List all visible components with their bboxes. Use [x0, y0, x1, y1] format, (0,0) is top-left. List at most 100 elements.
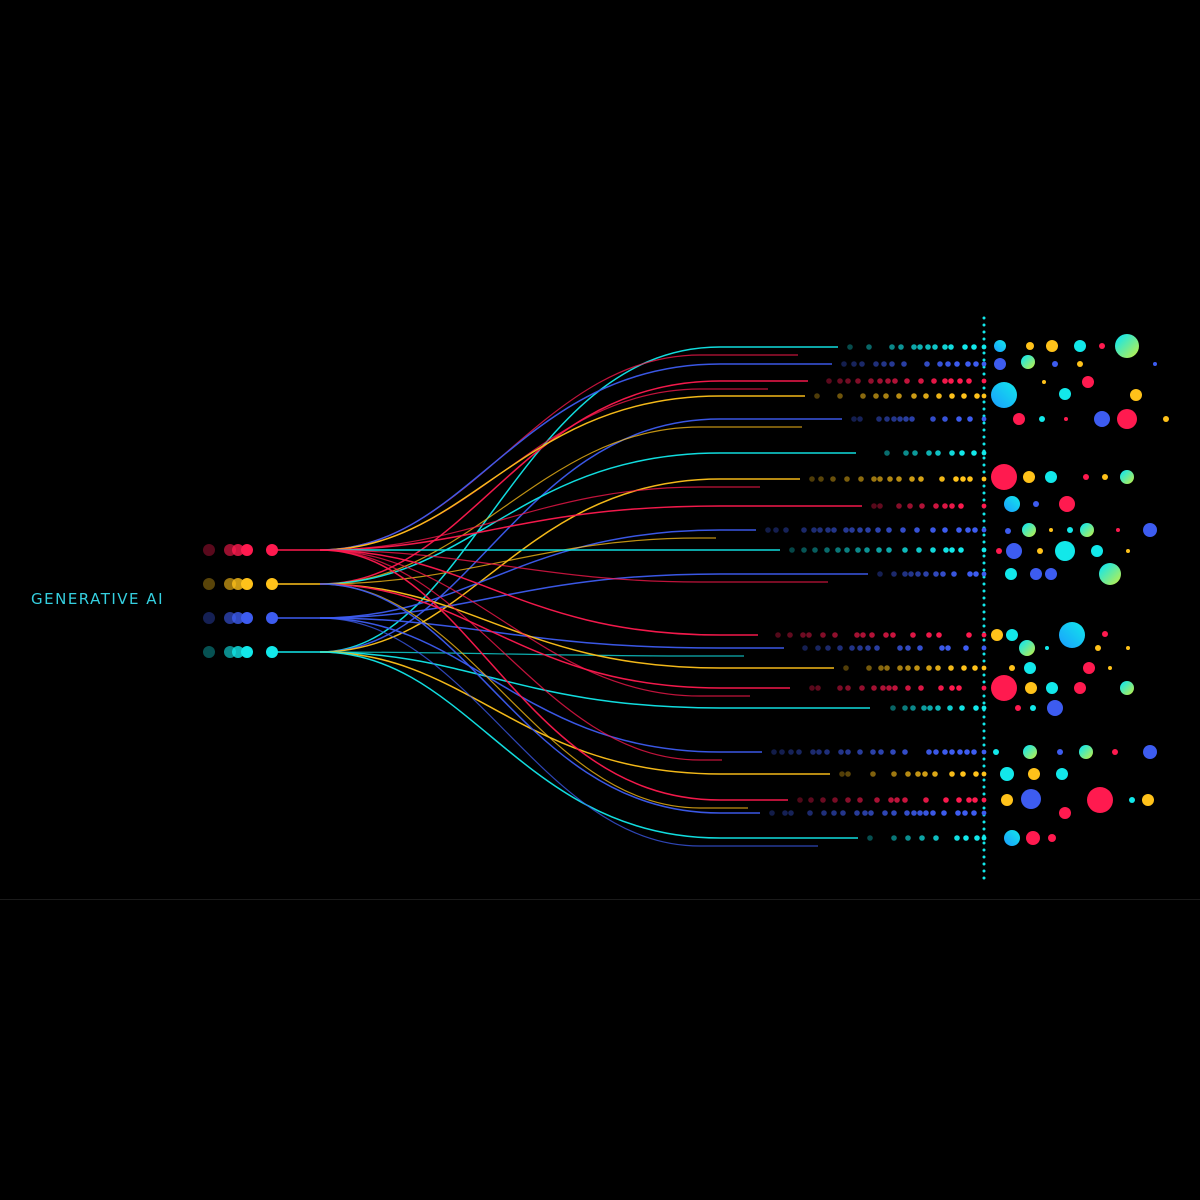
trail-dot [857, 749, 863, 755]
output-bubble [1021, 355, 1035, 369]
trail-dot [876, 547, 882, 553]
output-bubble [1001, 794, 1013, 806]
trail-dot [960, 476, 966, 482]
input-node-mid [232, 578, 244, 590]
trail-dot [845, 685, 851, 691]
trail-dot [802, 645, 808, 651]
trail-dot [963, 645, 969, 651]
trail-dot [949, 450, 955, 456]
trail-dot [877, 378, 883, 384]
trail-dot [883, 632, 889, 638]
output-bubble [1049, 528, 1053, 532]
output-bubble [991, 675, 1017, 701]
divider-dot [982, 855, 986, 859]
trail-dot [962, 810, 968, 816]
divider-dot [982, 351, 986, 355]
trail-dot [812, 547, 818, 553]
trail-dot [954, 835, 960, 841]
divider-dot [982, 659, 986, 663]
output-bubble [1045, 568, 1057, 580]
trail-dot [796, 749, 802, 755]
divider-dot [982, 841, 986, 845]
trail-dot [926, 749, 932, 755]
divider-dot [982, 512, 986, 516]
trail-dot [818, 476, 824, 482]
trail-dot [964, 749, 970, 755]
output-bubble [1033, 501, 1039, 507]
connection-curve [319, 617, 818, 847]
trail-dot [881, 361, 887, 367]
connection-curve [319, 651, 744, 657]
trail-dot [808, 797, 814, 803]
divider-dot [982, 582, 986, 586]
output-bubble [1006, 629, 1018, 641]
trail-dot [933, 835, 939, 841]
trail-dot [936, 393, 942, 399]
trail-dot [958, 503, 964, 509]
trail-dot [932, 771, 938, 777]
divider-node [981, 665, 987, 671]
trail-dot [959, 705, 965, 711]
output-bubble [1142, 794, 1154, 806]
trail-dot [858, 476, 864, 482]
trail-dot [905, 645, 911, 651]
trail-dot [948, 378, 954, 384]
trail-dot [951, 571, 957, 577]
trail-dot [916, 547, 922, 553]
output-bubble [1099, 343, 1105, 349]
output-bubble [1116, 528, 1120, 532]
trail-dot [967, 476, 973, 482]
divider-dot [982, 337, 986, 341]
trail-dot [898, 344, 904, 350]
divider-dot [982, 820, 986, 824]
trail-dot [878, 749, 884, 755]
divider-dot [982, 862, 986, 866]
trail-dot [837, 645, 843, 651]
output-bubble [1059, 388, 1071, 400]
input-node-bright [241, 612, 253, 624]
trail-dot [917, 344, 923, 350]
connection-curve [319, 549, 750, 697]
trail-dot [773, 527, 779, 533]
trail-dot [942, 503, 948, 509]
divider-node [981, 797, 987, 803]
trail-dot [866, 665, 872, 671]
trail-dot [905, 685, 911, 691]
divider-dot [982, 428, 986, 432]
divider-dot [982, 358, 986, 362]
trail-dot [890, 632, 896, 638]
output-bubble [1083, 662, 1095, 674]
output-bubble [1005, 568, 1017, 580]
trail-dot [897, 665, 903, 671]
trail-dot [775, 632, 781, 638]
trail-dot [820, 797, 826, 803]
trail-dot [884, 450, 890, 456]
output-bubble [1039, 416, 1045, 422]
output-bubble [1000, 767, 1014, 781]
output-bubble [1021, 789, 1041, 809]
trail-dot [870, 749, 876, 755]
trail-dot [954, 361, 960, 367]
output-bubble [1087, 787, 1113, 813]
output-bubble [1009, 665, 1015, 671]
divider-dot [982, 442, 986, 446]
trail-dot [891, 810, 897, 816]
trail-dot [838, 749, 844, 755]
trail-dot [904, 810, 910, 816]
trail-dot [855, 378, 861, 384]
output-bubble [1026, 342, 1034, 350]
trail-dot [933, 749, 939, 755]
trail-dot [865, 645, 871, 651]
trail-dot [936, 632, 942, 638]
trail-dot [877, 571, 883, 577]
trail-dot [839, 771, 845, 777]
connection-curve [319, 549, 758, 636]
connection-curve [319, 651, 858, 839]
trail-dot [892, 685, 898, 691]
trail-dot [947, 705, 953, 711]
trail-dot [896, 476, 902, 482]
divider-dot [982, 498, 986, 502]
divider-dot [982, 652, 986, 656]
output-bubble [993, 749, 999, 755]
trail-dot [845, 749, 851, 755]
